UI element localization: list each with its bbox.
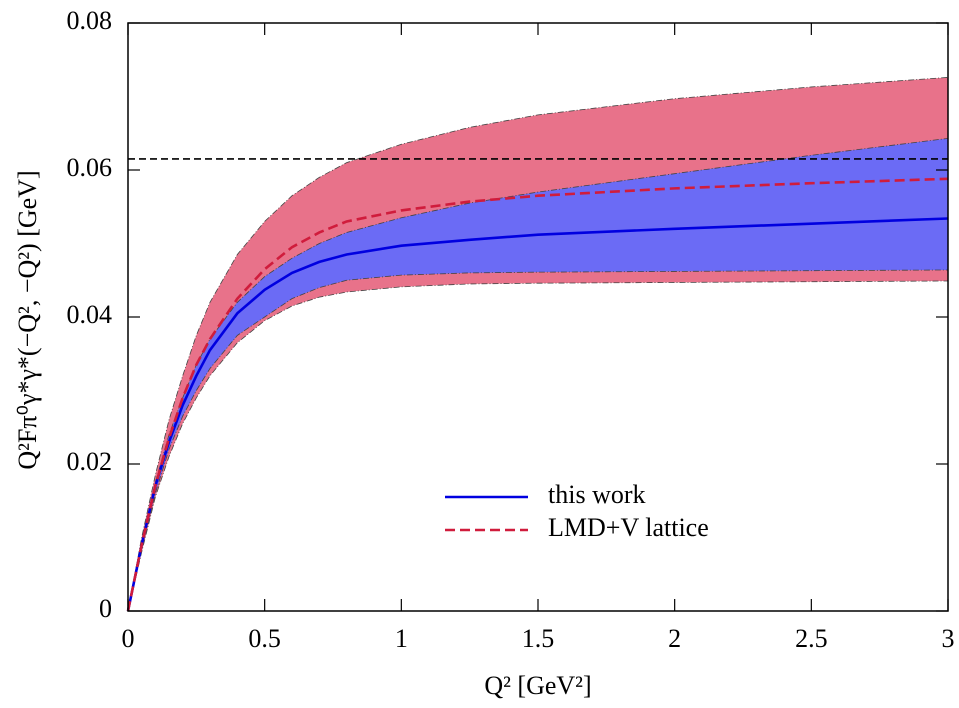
y-tick-label: 0.06 <box>67 153 113 182</box>
x-axis-label: Q² [GeV²] <box>484 671 591 700</box>
y-tick-label: 0.04 <box>67 300 113 329</box>
x-tick-label: 1 <box>395 624 408 653</box>
legend-label: this work <box>548 480 646 509</box>
x-tick-label: 0 <box>122 624 135 653</box>
error-band <box>127 137 949 612</box>
x-tick-label: 2.5 <box>795 624 828 653</box>
y-tick-label: 0.08 <box>67 6 113 35</box>
y-tick-label: 0 <box>99 594 112 623</box>
x-tick-label: 1.5 <box>522 624 555 653</box>
x-tick-label: 0.5 <box>248 624 281 653</box>
series-line <box>126 177 949 612</box>
x-tick-label: 3 <box>942 624 955 653</box>
y-axis-label: Q²Fπ⁰γ*γ*(−Q², −Q²) [GeV] <box>13 170 42 469</box>
legend-label: LMD+V lattice <box>548 513 709 542</box>
y-tick-label: 0.02 <box>67 447 113 476</box>
x-tick-label: 2 <box>668 624 681 653</box>
